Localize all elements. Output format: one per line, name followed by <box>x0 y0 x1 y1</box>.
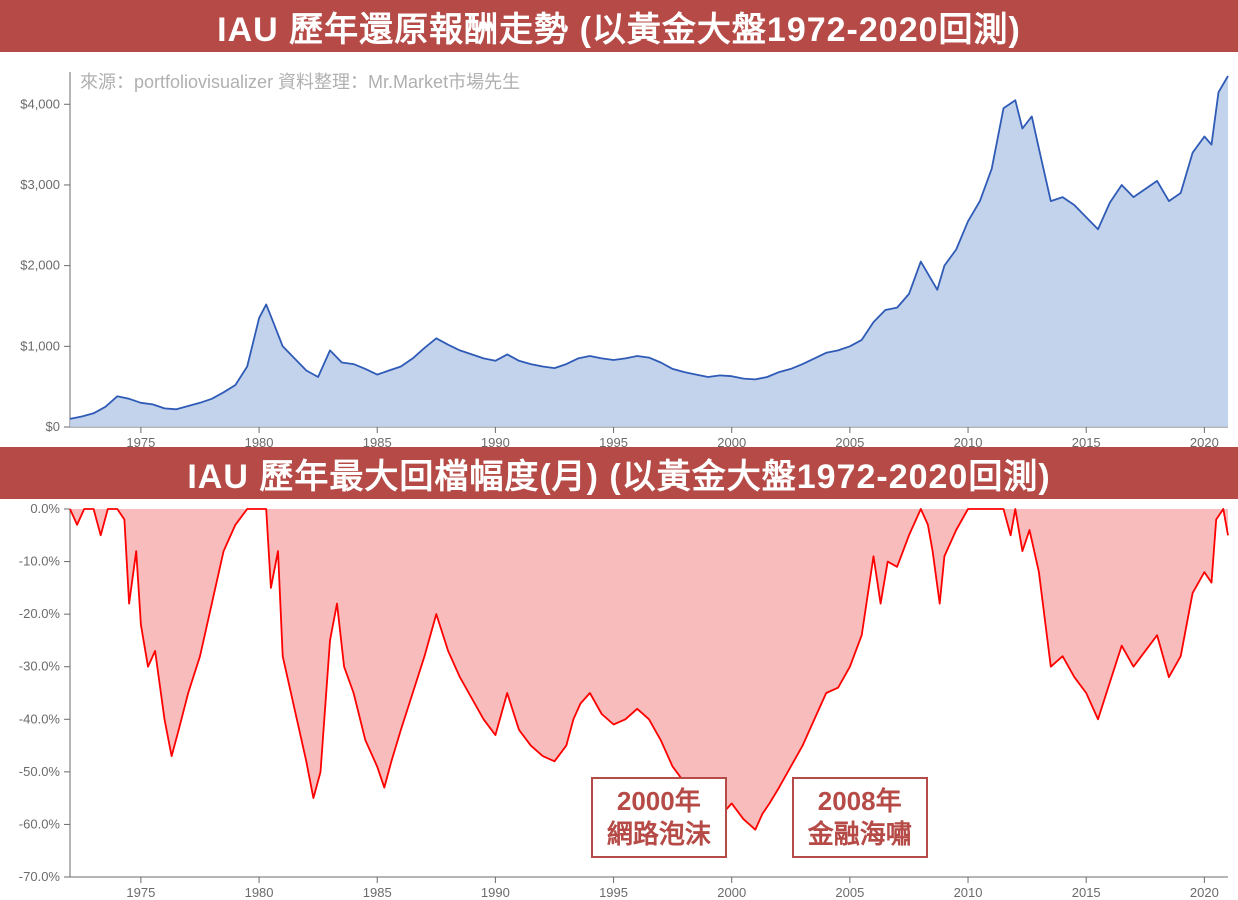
y-tick-label: $3,000 <box>20 177 60 192</box>
y-tick-label: -50.0% <box>19 764 61 779</box>
x-tick-label: 2000 <box>717 435 746 447</box>
annotation-box-1: 2008年 金融海嘯 <box>792 777 928 858</box>
x-tick-label: 2005 <box>835 885 864 900</box>
y-tick-label: -30.0% <box>19 659 61 674</box>
y-tick-label: -60.0% <box>19 816 61 831</box>
chart2-title-text: IAU 歷年最大回檔幅度(月) (以黃金大盤1972-2020回測) <box>187 458 1050 496</box>
annotation-box-0: 2000年 網路泡沫 <box>591 777 727 858</box>
y-tick-label: -40.0% <box>19 711 61 726</box>
x-tick-label: 1985 <box>363 885 392 900</box>
x-tick-label: 1975 <box>126 435 155 447</box>
y-tick-label: $2,000 <box>20 258 60 273</box>
chart2-title-bar: IAU 歷年最大回檔幅度(月) (以黃金大盤1972-2020回測) <box>0 447 1238 499</box>
chart1-title-bar: IAU 歷年還原報酬走勢 (以黃金大盤1972-2020回測) <box>0 0 1238 52</box>
return-chart-svg: $0 $1,000 $2,000 $3,000 $4,000 1975 1980 1985 19… <box>0 52 1238 447</box>
x-tick-label: 1990 <box>481 435 510 447</box>
x-tick-label: 2010 <box>954 885 983 900</box>
x-tick-label: 1980 <box>245 885 274 900</box>
source-note: 來源：portfoliovisualizer 資料整理：Mr.Market市場先… <box>80 68 520 94</box>
y-tick-label: -10.0% <box>19 554 61 569</box>
y-tick-label: $0 <box>46 419 60 434</box>
x-tick-label: 1995 <box>599 435 628 447</box>
x-tick-label: 1990 <box>481 885 510 900</box>
x-tick-label: 2015 <box>1072 885 1101 900</box>
chart2-container: 0.0% -10.0% -20.0% -30.0% -40.0% -50.0% -60.0%… <box>0 499 1238 900</box>
y-tick-label: 0.0% <box>30 501 60 516</box>
y-tick-label: $1,000 <box>20 338 60 353</box>
x-tick-label: 1995 <box>599 885 628 900</box>
x-tick-label: 2020 <box>1190 435 1219 447</box>
x-tick-label: 1985 <box>363 435 392 447</box>
x-tick-label: 2020 <box>1190 885 1219 900</box>
x-tick-label: 2005 <box>835 435 864 447</box>
area-fill <box>70 76 1228 427</box>
chart1-title-text: IAU 歷年還原報酬走勢 (以黃金大盤1972-2020回測) <box>217 11 1021 49</box>
x-tick-label: 1980 <box>245 435 274 447</box>
x-tick-label: 2015 <box>1072 435 1101 447</box>
x-tick-label: 2010 <box>954 435 983 447</box>
x-tick-label: 2000 <box>717 885 746 900</box>
y-tick-label: -70.0% <box>19 869 61 884</box>
y-tick-label: -20.0% <box>19 606 61 621</box>
chart1-container: 來源：portfoliovisualizer 資料整理：Mr.Market市場先… <box>0 52 1238 447</box>
y-tick-label: $4,000 <box>20 96 60 111</box>
x-tick-label: 1975 <box>126 885 155 900</box>
